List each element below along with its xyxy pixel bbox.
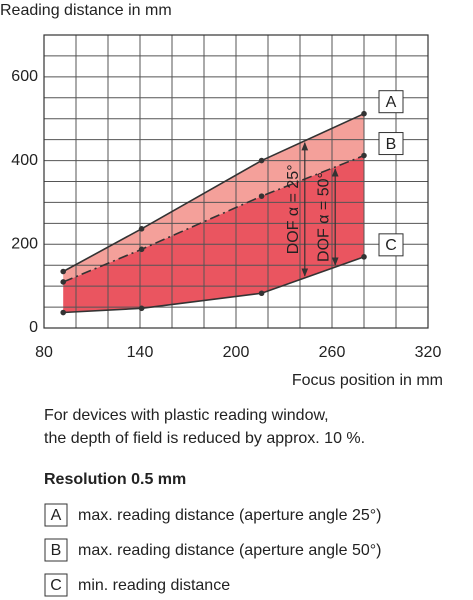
legend-label: max. reading distance (aperture angle 50… <box>78 542 381 559</box>
legend-key-label: B <box>51 542 62 559</box>
data-point <box>258 157 265 164</box>
y-tick-label: 600 <box>11 68 38 85</box>
data-point <box>60 309 66 316</box>
y-axis-title: Reading distance in mm <box>0 2 172 19</box>
legend-title: Resolution 0.5 mm <box>44 471 186 488</box>
plot-frame <box>43 34 429 329</box>
legend-label: min. reading distance <box>78 577 230 594</box>
series-key-box <box>378 132 404 156</box>
note-line: For devices with plastic reading window, <box>44 407 329 424</box>
x-tick-label: 80 <box>35 344 53 361</box>
note-line: the depth of field is reduced by approx.… <box>44 430 365 447</box>
data-point <box>60 268 66 275</box>
data-point <box>138 246 145 253</box>
legend-key-label: C <box>50 577 62 594</box>
legend-key-box <box>44 503 68 527</box>
series-key-label: A <box>386 94 397 111</box>
data-point <box>258 193 265 199</box>
data-point <box>258 290 265 297</box>
band-fill <box>63 155 364 313</box>
data-point <box>138 305 145 312</box>
series-key-box <box>378 90 404 114</box>
x-tick-label: 140 <box>127 344 154 361</box>
series-key-label: C <box>385 237 397 254</box>
data-point <box>361 254 367 260</box>
y-tick-label: 0 <box>29 319 38 336</box>
data-point <box>361 152 367 159</box>
legend-label: max. reading distance (aperture angle 25… <box>78 507 381 524</box>
series-key-label: B <box>386 136 397 153</box>
data-point <box>60 279 66 285</box>
series-line <box>62 154 365 283</box>
series-line <box>63 256 365 314</box>
dof-label: DOF α = 50° <box>315 172 332 262</box>
x-tick-label: 320 <box>415 344 442 361</box>
x-axis-title: Focus position in mm <box>292 372 443 389</box>
legend-key-label: A <box>51 507 62 524</box>
legend-key-box <box>44 538 68 562</box>
x-tick-label: 200 <box>223 344 250 361</box>
dof-label: DOF α = 25° <box>285 164 302 254</box>
series-line <box>62 112 365 273</box>
data-point <box>138 225 145 232</box>
x-tick-label: 260 <box>319 344 346 361</box>
band-fill <box>63 113 364 282</box>
series-key-box <box>378 233 404 257</box>
y-tick-label: 200 <box>11 236 38 253</box>
y-tick-label: 400 <box>11 152 38 169</box>
data-point <box>361 110 367 117</box>
legend-key-box <box>44 573 68 597</box>
